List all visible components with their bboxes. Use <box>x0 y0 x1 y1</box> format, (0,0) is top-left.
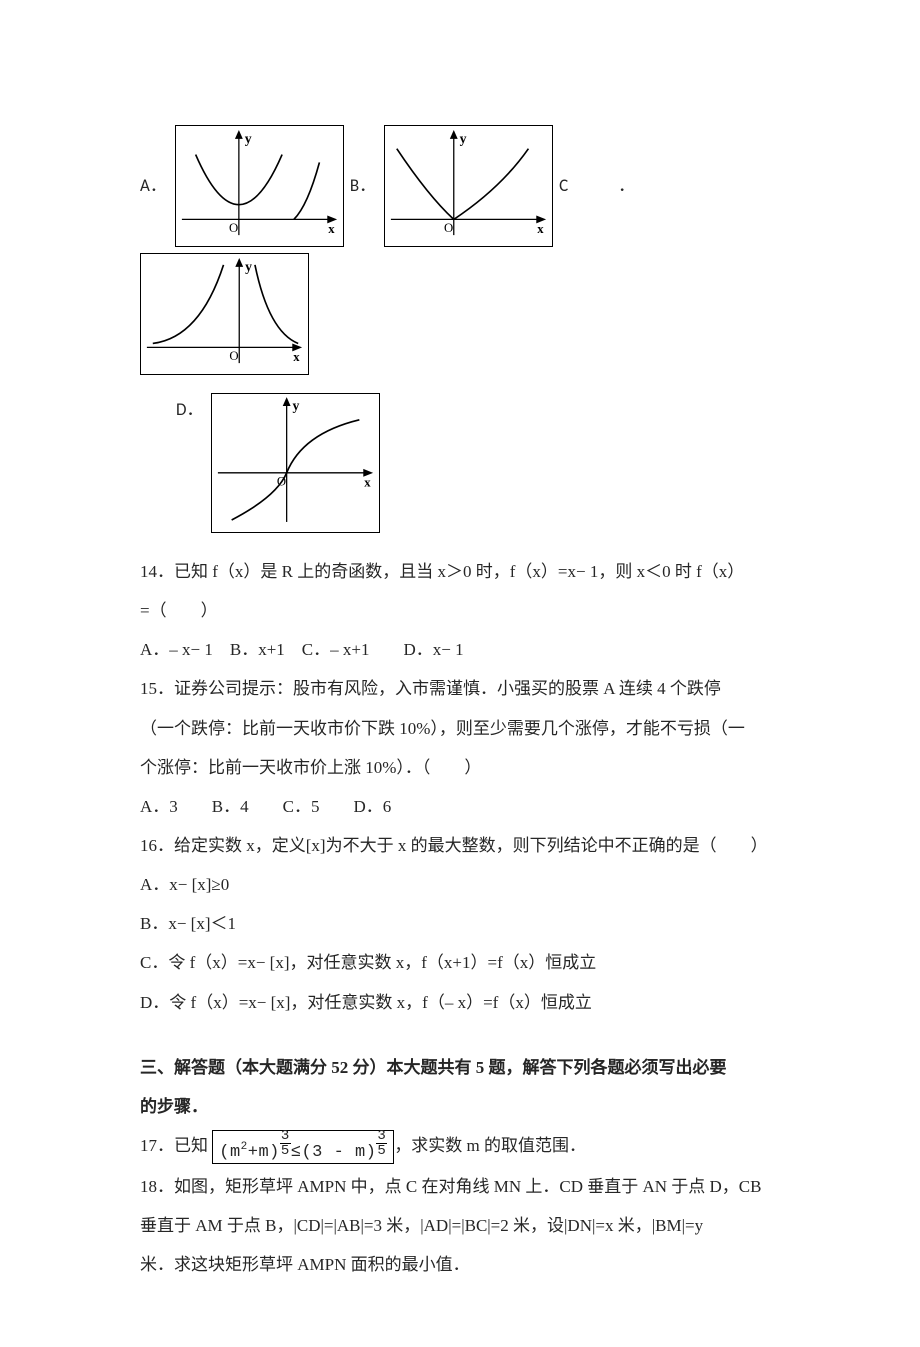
q17-lparen: (m <box>219 1143 240 1162</box>
q14-options: A．– x− 1 B．x+1 C．– x+1 D．x− 1 <box>140 633 790 666</box>
graph-b: y x O <box>384 125 553 247</box>
spacer-block <box>140 1025 790 1051</box>
q17-suffix: ，求实数 m 的取值范围． <box>394 1136 586 1155</box>
q16-line1: 16．给定实数 x，定义[x]为不大于 x 的最大整数，则下列结论中不正确的是（… <box>140 829 790 862</box>
q16-optC: C．令 f（x）=x− [x]，对任意实数 x，f（x+1）=f（x）恒成立 <box>140 946 790 979</box>
option-c-label: C <box>559 169 568 202</box>
svg-text:y: y <box>293 398 300 413</box>
q15-options: A．3 B．4 C．5 D．6 <box>140 790 790 823</box>
q18-line1: 18．如图，矩形草坪 AMPN 中，点 C 在对角线 MN 上．CD 垂直于 A… <box>140 1170 790 1203</box>
q17-le: ≤ <box>291 1143 302 1162</box>
q17-expression: (m2+m)35≤(3 - m)35 <box>212 1130 394 1164</box>
q15-line3: 个涨停：比前一天收市价上涨 10%）．（ ） <box>140 751 790 784</box>
q18-line3: 米．求这块矩形草坪 AMPN 面积的最小值． <box>140 1248 790 1281</box>
svg-text:x: x <box>328 222 335 236</box>
q16-optB: B．x− [x]＜1 <box>140 907 790 940</box>
q17-frac-r: 35 <box>376 1129 387 1158</box>
q16-optA: A．x− [x]≥0 <box>140 868 790 901</box>
option-d-label: D． <box>176 393 203 426</box>
graph-options-row-2: D． y x O <box>176 393 790 533</box>
svg-text:x: x <box>537 222 544 236</box>
section3-title-line1: 三、解答题（本大题满分 52 分）本大题共有 5 题，解答下列各题必须写出必要 <box>140 1051 790 1084</box>
q17-r: (3 - m) <box>301 1143 376 1162</box>
graph-a: y x O <box>175 125 344 247</box>
svg-text:O: O <box>229 349 238 363</box>
q17-frac-l: 35 <box>280 1129 291 1158</box>
q17-line: 17．已知 (m2+m)35≤(3 - m)35 ，求实数 m 的取值范围． <box>140 1129 790 1164</box>
option-c-dot: ． <box>618 169 635 202</box>
q15-line2: （一个跌停：比前一天收市价下跌 10%），则至少需要几个涨停，才能不亏损（一 <box>140 712 790 745</box>
q17-plusm: +m) <box>248 1143 280 1162</box>
section3-title-line2: 的步骤． <box>140 1090 790 1123</box>
q18-line2: 垂直于 AM 于点 B，|CD|=|AB|=3 米，|AD|=|BC|=2 米，… <box>140 1209 790 1242</box>
svg-text:y: y <box>245 131 252 146</box>
option-a-label: A． <box>140 169 167 202</box>
svg-text:x: x <box>293 350 300 364</box>
q14-line2: =（ ） <box>140 594 790 627</box>
svg-text:y: y <box>460 131 467 146</box>
graph-c: y x O <box>140 253 309 375</box>
svg-text:O: O <box>444 221 453 235</box>
q17-sup2: 2 <box>241 1141 248 1153</box>
graph-options-row-1: A． y x O B． y x O <box>140 125 790 375</box>
graph-d: y x O <box>211 393 380 533</box>
q16-optD: D．令 f（x）=x− [x]，对任意实数 x，f（– x）=f（x）恒成立 <box>140 986 790 1019</box>
option-b-label: B． <box>350 169 376 202</box>
q15-line1: 15．证券公司提示：股市有风险，入市需谨慎．小强买的股票 A 连续 4 个跌停 <box>140 672 790 705</box>
q17-prefix: 17．已知 <box>140 1136 208 1155</box>
svg-text:x: x <box>365 476 372 490</box>
svg-text:O: O <box>229 221 238 235</box>
svg-text:y: y <box>245 259 252 274</box>
q14-line1: 14．已知 f（x）是 R 上的奇函数，且当 x＞0 时，f（x）=x− 1，则… <box>140 555 790 588</box>
